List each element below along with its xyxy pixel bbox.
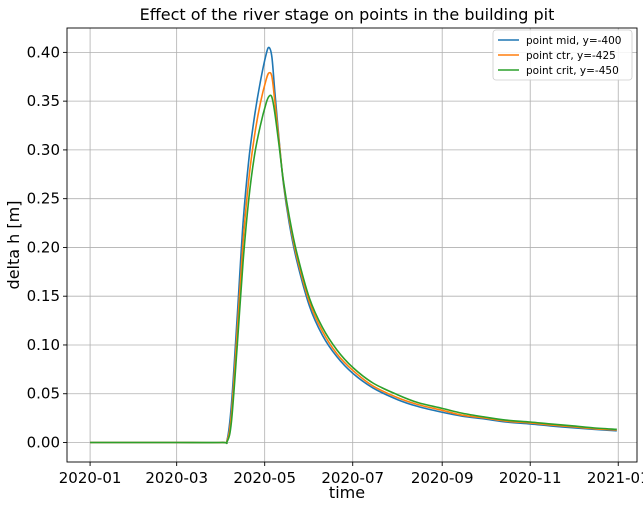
x-tick-label: 2020-11 [499, 469, 562, 487]
y-tick-label: 0.25 [27, 190, 60, 208]
legend-entry: point ctr, y=-425 [526, 50, 616, 62]
plot-frame [66, 27, 638, 463]
y-axis-label: delta h [m] [4, 201, 23, 290]
grid-lines [67, 28, 637, 462]
legend-entry: point mid, y=-400 [526, 35, 621, 47]
x-tick-label: 2020-07 [321, 469, 384, 487]
x-tick-label: 2020-09 [411, 469, 474, 487]
y-tick-label: 0.20 [27, 238, 60, 256]
y-tick-label: 0.30 [27, 141, 60, 159]
series-line-0 [90, 46, 617, 445]
y-tick-label: 0.15 [27, 287, 60, 305]
x-tick-label: 2020-05 [233, 469, 296, 487]
y-tick-label: 0.10 [27, 336, 60, 354]
series-line-1 [90, 71, 617, 445]
series-lines [90, 46, 617, 445]
y-axis-ticks: 0.00 0.05 0.10 0.15 0.20 0.25 0.30 0.35 0.40 [27, 43, 67, 451]
x-axis-ticks: 2020-01 2020-03 2020-05 2020-07 2020-09 2020-… [59, 462, 643, 487]
x-tick-label: 2020-03 [145, 469, 208, 487]
legend-entry: point crit, y=-450 [526, 65, 619, 77]
y-tick-label: 0.35 [27, 92, 60, 110]
x-axis-label: time [329, 483, 365, 502]
legend-box [492, 29, 633, 81]
y-tick-label: 0.00 [27, 433, 60, 451]
chart-title: Effect of the river stage on points in t… [140, 5, 555, 24]
legend: point mid, y=-400 point ctr, y=-425 point … [492, 29, 633, 81]
y-tick-label: 0.40 [27, 43, 60, 61]
y-tick-label: 0.05 [27, 385, 60, 403]
x-tick-label: 2021-01 [587, 469, 643, 487]
x-tick-label: 2020-01 [59, 469, 122, 487]
series-line-2 [90, 94, 617, 445]
